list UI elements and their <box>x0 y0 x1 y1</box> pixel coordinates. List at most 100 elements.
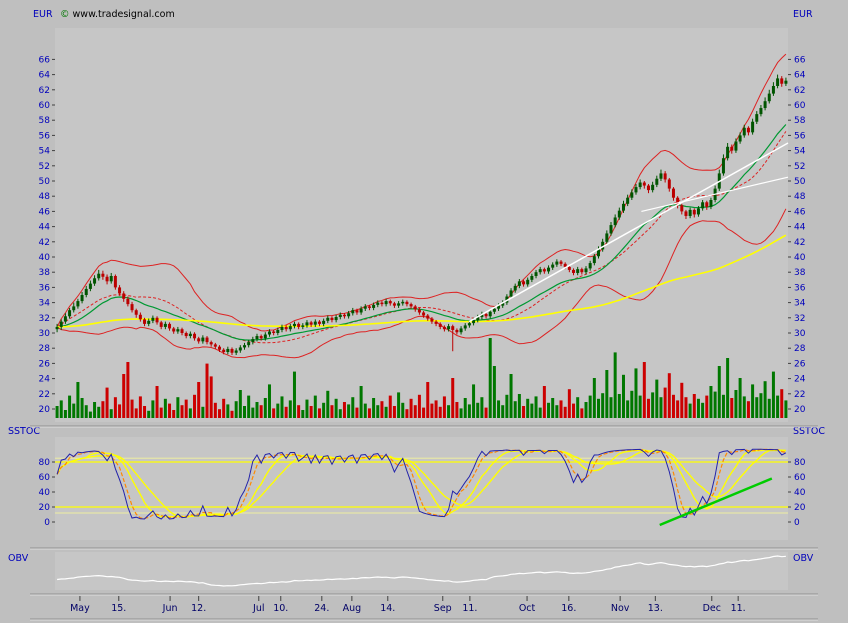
svg-text:40: 40 <box>39 253 51 263</box>
svg-text:62: 62 <box>39 86 50 96</box>
price-axis-title-left: EUR <box>33 9 53 20</box>
svg-text:52: 52 <box>794 162 805 172</box>
svg-text:42: 42 <box>39 238 50 248</box>
svg-text:54: 54 <box>39 147 51 157</box>
svg-text:10.: 10. <box>273 603 288 614</box>
svg-text:24.: 24. <box>314 603 329 614</box>
obv-panel-label-right: OBV <box>793 553 814 564</box>
svg-text:32: 32 <box>794 314 805 324</box>
svg-text:40: 40 <box>794 488 806 498</box>
copyright-text: www.tradesignal.com <box>72 9 175 20</box>
svg-text:60: 60 <box>39 101 51 111</box>
svg-text:32: 32 <box>39 314 50 324</box>
bollinger-bands <box>56 53 787 359</box>
svg-text:14.: 14. <box>380 603 395 614</box>
candles <box>55 74 788 356</box>
svg-text:22: 22 <box>39 390 50 400</box>
price-axis-title-right: EUR <box>793 9 813 20</box>
svg-text:20: 20 <box>794 405 806 415</box>
svg-text:38: 38 <box>39 268 51 278</box>
svg-text:52: 52 <box>39 162 50 172</box>
sstoc-panel-label-left: SSTOC <box>8 426 40 437</box>
price-axis: 20 20 22 22 24 24 26 26 28 28 30 30 32 32 34 34 36 36 38 38… <box>39 55 806 415</box>
svg-text:11.: 11. <box>731 603 746 614</box>
svg-text:60: 60 <box>39 473 51 483</box>
svg-text:Aug: Aug <box>343 603 362 614</box>
svg-text:40: 40 <box>39 488 51 498</box>
svg-text:26: 26 <box>39 359 51 369</box>
svg-text:34: 34 <box>39 299 51 309</box>
svg-text:58: 58 <box>39 116 51 126</box>
svg-text:48: 48 <box>39 192 51 202</box>
copyright: © www.tradesignal.com <box>60 9 175 20</box>
svg-text:64: 64 <box>39 71 51 81</box>
svg-text:66: 66 <box>794 55 806 65</box>
svg-text:22: 22 <box>794 390 805 400</box>
svg-text:May: May <box>70 603 90 614</box>
svg-text:28: 28 <box>39 344 51 354</box>
svg-text:0: 0 <box>794 518 800 528</box>
svg-text:24: 24 <box>794 375 806 385</box>
volume-bars <box>55 338 788 418</box>
svg-text:80: 80 <box>794 458 806 468</box>
svg-text:Jul: Jul <box>252 603 264 614</box>
sstoc-panel-label-right: SSTOC <box>793 426 825 437</box>
svg-text:54: 54 <box>794 147 806 157</box>
svg-text:50: 50 <box>39 177 51 187</box>
svg-text:20: 20 <box>39 503 51 513</box>
svg-text:48: 48 <box>794 192 806 202</box>
svg-text:13.: 13. <box>648 603 663 614</box>
copyright-symbol: © <box>60 9 70 20</box>
price-trendline <box>468 142 789 323</box>
ema-line <box>57 124 787 341</box>
svg-text:60: 60 <box>794 101 806 111</box>
svg-text:62: 62 <box>794 86 805 96</box>
svg-text:20: 20 <box>794 503 806 513</box>
svg-text:56: 56 <box>39 131 51 141</box>
svg-text:16.: 16. <box>561 603 576 614</box>
svg-text:64: 64 <box>794 71 806 81</box>
panel-bg <box>55 437 788 540</box>
svg-text:20: 20 <box>39 405 51 415</box>
obv-panel-label-left: OBV <box>8 553 29 564</box>
svg-text:28: 28 <box>794 344 806 354</box>
svg-text:56: 56 <box>794 131 806 141</box>
svg-text:46: 46 <box>39 207 51 217</box>
svg-text:12.: 12. <box>191 603 206 614</box>
svg-text:Nov: Nov <box>611 603 630 614</box>
svg-text:36: 36 <box>794 283 806 293</box>
svg-text:60: 60 <box>794 473 806 483</box>
svg-text:24: 24 <box>39 375 51 385</box>
svg-text:30: 30 <box>794 329 806 339</box>
svg-text:80: 80 <box>39 458 51 468</box>
sstoc-panel: 0 0 20 20 40 40 60 60 80 80 <box>39 448 806 528</box>
long-ma-line <box>57 234 787 328</box>
svg-text:38: 38 <box>794 268 806 278</box>
obv-line <box>57 555 786 587</box>
price-trendline <box>641 176 789 212</box>
svg-text:46: 46 <box>794 207 806 217</box>
svg-text:Dec: Dec <box>703 603 721 614</box>
svg-text:58: 58 <box>794 116 806 126</box>
svg-text:34: 34 <box>794 299 806 309</box>
svg-text:66: 66 <box>39 55 51 65</box>
svg-text:36: 36 <box>39 283 51 293</box>
svg-text:42: 42 <box>794 238 805 248</box>
x-axis: May 15. Jun 12. Jul 10. 24. Aug 14. Sep 11. Oct 16. N… <box>70 596 746 614</box>
panel-bg <box>55 552 788 590</box>
svg-text:Jun: Jun <box>162 603 178 614</box>
svg-text:Oct: Oct <box>519 603 536 614</box>
svg-text:30: 30 <box>39 329 51 339</box>
svg-text:50: 50 <box>794 177 806 187</box>
panel-bg <box>55 28 788 422</box>
svg-text:Sep: Sep <box>434 603 452 614</box>
svg-text:44: 44 <box>39 223 51 233</box>
svg-text:44: 44 <box>794 223 806 233</box>
svg-text:15.: 15. <box>111 603 126 614</box>
svg-text:11.: 11. <box>462 603 477 614</box>
svg-text:26: 26 <box>794 359 806 369</box>
svg-text:0: 0 <box>44 518 50 528</box>
sstoc-trendline <box>659 477 773 527</box>
